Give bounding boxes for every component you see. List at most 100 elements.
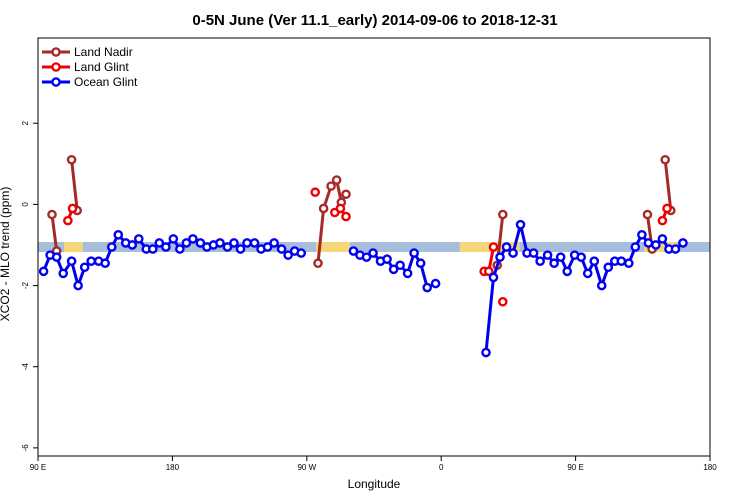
data-point [388,264,399,275]
data-point [58,268,69,279]
data-point [262,242,273,252]
x-tick-label: 90 W [297,463,316,472]
band-segment-7 [644,242,677,252]
data-point [651,240,661,250]
data-point [368,248,378,258]
data-point [235,244,246,254]
data-point [382,254,392,264]
y-tick-label: -4 [21,363,30,371]
data-point [215,238,225,248]
data-point [678,238,688,248]
y-axis: 2 0 -2 -4 -6 [21,120,38,451]
x-tick-label: 180 [703,463,717,472]
series-line [663,159,673,211]
legend-marker [51,47,61,57]
data-point [79,262,90,273]
data-point [589,256,600,267]
legend-item-ocean-glint: Ocean Glint [42,75,138,89]
legend-label: Ocean Glint [74,75,138,89]
data-point [549,258,559,269]
band-segment-4 [349,242,460,252]
data-point [495,252,505,262]
data-point [47,209,57,220]
data-point [73,280,83,291]
legend-marker [51,77,61,87]
data-point [616,256,627,267]
data-point [222,242,233,252]
data-point [515,219,526,230]
x-tick-label: 90 E [567,463,583,472]
data-point [542,250,553,260]
data-point [395,260,405,271]
data-point [195,238,206,248]
data-point [269,238,279,248]
data-point [38,266,49,277]
data-point [555,252,566,262]
data-point [603,262,614,273]
data-point [106,242,117,252]
data-point [497,209,508,220]
legend-item-land-nadir: Land Nadir [42,45,133,59]
data-point [562,266,573,277]
series-land-glint [63,187,672,307]
legend-marker [51,62,61,72]
data-point [483,266,494,277]
data-point [181,238,192,248]
data-point [63,215,73,226]
data-point [409,248,419,258]
data-point [318,203,329,214]
data-point [348,246,359,256]
data-point [341,211,351,222]
data-point [630,242,641,252]
y-axis-label: XCO2 - MLO trend (ppm) [0,187,12,322]
data-point [188,234,198,244]
y-tick-label: 0 [21,202,30,207]
data-point [535,256,545,267]
data-point [154,238,165,248]
data-point [528,248,539,258]
data-point [662,203,672,214]
data-point [430,278,441,289]
series-land-nadir [47,154,676,271]
band-segment-1 [64,242,83,252]
data-point [331,175,342,185]
data-point [310,187,321,198]
data-point [576,252,587,262]
data-point [283,250,293,260]
series-layer [38,154,688,358]
data-point [642,209,653,220]
data-point [624,258,634,269]
data-point [147,244,158,254]
data-point [86,256,96,267]
data-point [113,230,124,240]
data-point [341,189,351,200]
legend-item-land-glint: Land Glint [42,60,129,74]
data-point [66,154,77,165]
data-point [326,181,336,191]
data-point [51,252,62,262]
data-point [313,258,323,269]
data-point [670,244,681,254]
data-point [582,268,593,279]
legend-label: Land Nadir [74,45,133,59]
data-point [402,268,413,279]
band-segment-8 [676,242,710,252]
data-point [249,238,260,248]
series-line [70,159,79,211]
data-point [481,347,491,358]
data-point [501,242,512,252]
x-axis: 90 E 180 90 W 0 90 E 180 [30,456,717,472]
y-tick-label: -2 [21,281,30,289]
data-point [488,272,499,283]
data-point [67,203,78,214]
data-point [660,154,671,165]
data-point [296,248,307,258]
data-point [242,238,252,248]
plot-frame [37,37,711,457]
data-point [175,244,185,254]
data-point [657,215,668,226]
series-ocean-glint [38,219,688,358]
data-point [127,240,138,250]
data-point [168,234,179,244]
